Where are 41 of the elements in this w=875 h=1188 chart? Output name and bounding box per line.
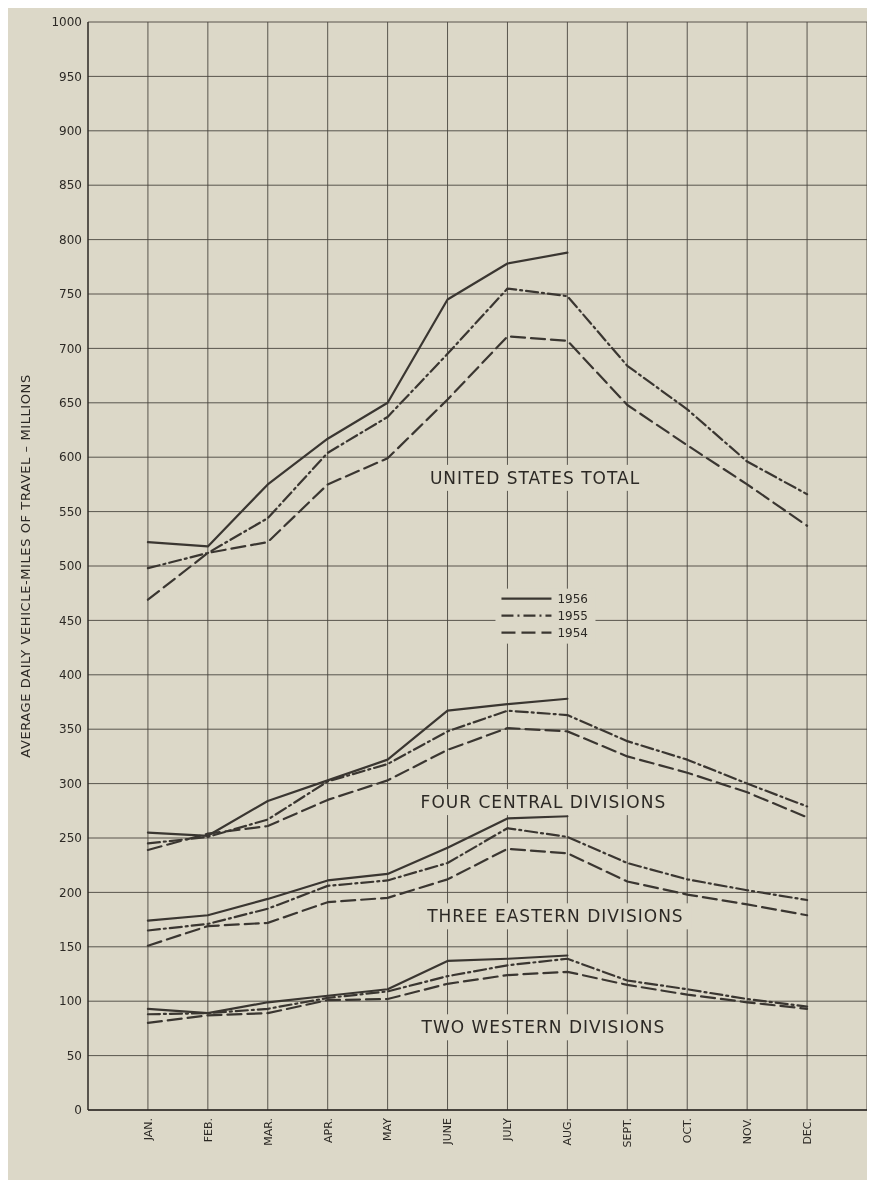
x-tick-label: AUG. [561, 1118, 575, 1146]
x-tick-label: DEC. [800, 1118, 814, 1145]
y-tick-label: 250 [59, 831, 82, 846]
x-tick-label: MAY [381, 1117, 395, 1141]
annotation: UNITED STATES TOTAL [429, 467, 641, 488]
y-axis-title: AVERAGE DAILY VEHICLE-MILES OF TRAVEL – MILLIONS [18, 374, 33, 758]
x-tick-label: FEB. [201, 1118, 215, 1143]
y-tick-label: 450 [59, 613, 82, 628]
y-tick-label: 650 [59, 396, 82, 410]
x-tick-label: JAN. [141, 1118, 155, 1142]
y-tick-label: 300 [59, 776, 82, 791]
legend-label: 1955 [557, 608, 589, 623]
y-tick-label: 500 [59, 559, 82, 574]
legend-label: 1956 [557, 591, 589, 606]
legend-label: 1954 [557, 625, 589, 640]
y-tick-label: 550 [59, 504, 82, 519]
annotation: THREE EASTERN DIVISIONS [426, 906, 684, 927]
y-tick-label: 700 [59, 341, 82, 356]
annotation: FOUR CENTRAL DIVISIONS [420, 792, 667, 813]
annotation: TWO WESTERN DIVISIONS [420, 1017, 666, 1038]
y-tick-label: 600 [59, 450, 82, 465]
x-tick-label: JUNE [441, 1117, 455, 1146]
y-tick-label: 900 [59, 124, 82, 138]
y-tick-label: 100 [59, 994, 82, 1009]
y-tick-label: 50 [66, 1048, 82, 1063]
x-tick-label: MAR. [261, 1118, 275, 1146]
x-tick-label: APR. [321, 1118, 335, 1143]
x-tick-label: NOV. [741, 1118, 754, 1145]
y-tick-label: 1000 [51, 15, 82, 30]
x-tick-label: SEPT. [621, 1118, 635, 1148]
y-tick-label: 200 [59, 885, 82, 900]
y-tick-label: 800 [59, 232, 82, 247]
y-tick-label: 850 [59, 178, 82, 193]
y-tick-label: 350 [59, 722, 82, 737]
y-tick-label: 150 [59, 940, 82, 954]
x-tick-label: OCT. [681, 1118, 695, 1144]
x-tick-label: JULY [501, 1117, 515, 1142]
y-tick-label: 950 [59, 69, 82, 84]
y-tick-label: 400 [59, 668, 82, 682]
y-tick-label: 750 [59, 287, 82, 302]
y-tick-label: 0 [74, 1103, 82, 1118]
